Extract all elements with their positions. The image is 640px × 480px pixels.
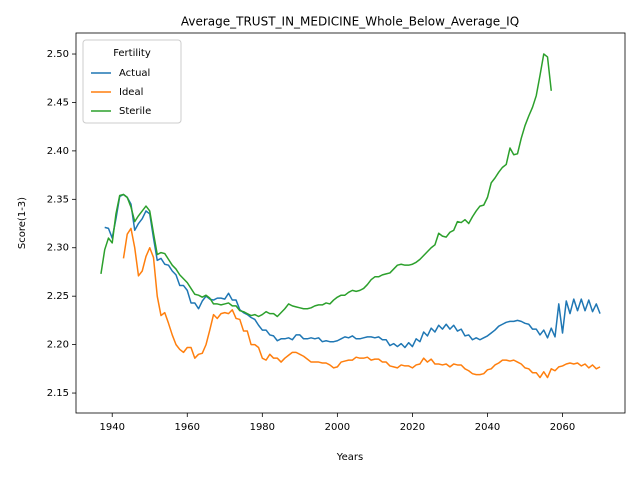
series-line <box>122 227 601 379</box>
legend-label: Actual <box>119 68 150 79</box>
y-tick-label: 2.35 <box>47 194 69 205</box>
y-tick-label: 2.20 <box>47 340 69 351</box>
y-tick-label: 2.25 <box>47 291 69 302</box>
legend-label: Ideal <box>119 87 143 98</box>
plot-frame <box>75 32 626 414</box>
x-tick-label: 2020 <box>400 422 425 433</box>
y-tick-label: 2.50 <box>47 49 69 60</box>
x-tick-label: 2000 <box>325 422 350 433</box>
y-tick-label: 2.40 <box>47 146 69 157</box>
legend-box <box>82 39 182 124</box>
x-tick-label: 2040 <box>475 422 500 433</box>
y-tick-label: 2.45 <box>47 97 69 108</box>
x-tick-label: 1980 <box>250 422 275 433</box>
x-tick-label: 1940 <box>99 422 124 433</box>
legend-label: Sterile <box>119 106 151 117</box>
y-tick-label: 2.30 <box>47 243 69 254</box>
x-tick-label: 1960 <box>175 422 200 433</box>
series-line <box>104 193 601 349</box>
x-tick-label: 2060 <box>550 422 575 433</box>
legend: Fertility Actual Ideal Sterile <box>82 39 182 124</box>
legend-title: Fertility <box>113 48 151 59</box>
x-axis-label: Years <box>336 452 363 463</box>
y-axis-label: Score(1-3) <box>17 197 28 249</box>
chart-title: Average_TRUST_IN_MEDICINE_Whole_Below_Av… <box>181 15 519 29</box>
y-tick-label: 2.15 <box>47 388 69 399</box>
series-line <box>100 53 553 318</box>
